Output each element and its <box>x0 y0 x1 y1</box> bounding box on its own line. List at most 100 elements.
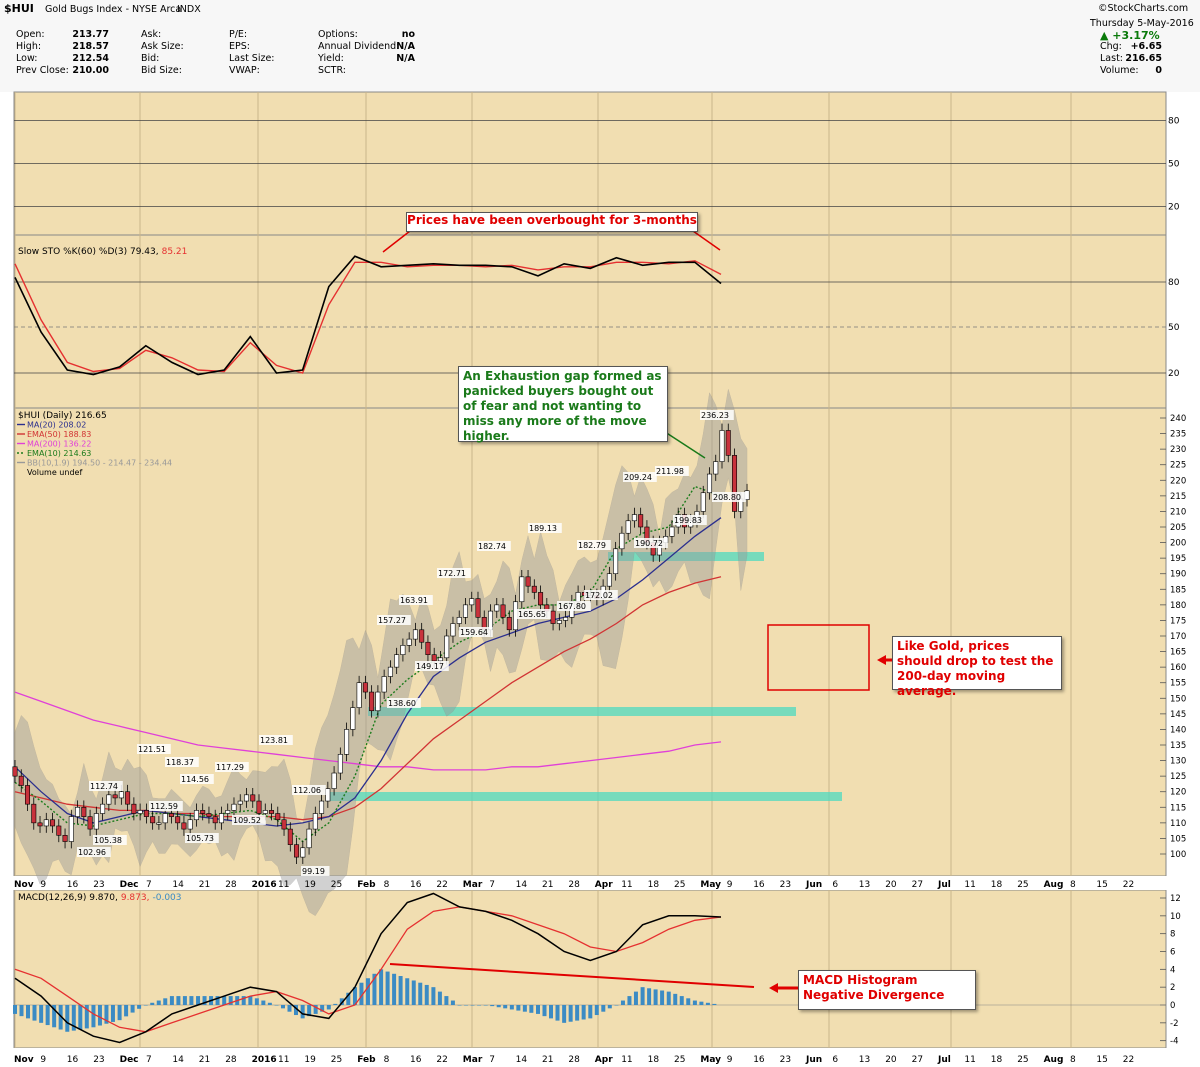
price-label-bg <box>149 801 183 811</box>
macd-hist-bar <box>130 1005 135 1013</box>
price-label: 199.83 <box>674 516 702 525</box>
date-axis-label: 18 <box>648 1055 660 1065</box>
date-axis-label: 15 <box>1096 1055 1107 1065</box>
macd-tick: -4 <box>1170 1037 1178 1047</box>
candle-up <box>218 813 224 824</box>
candle-down <box>143 810 149 817</box>
stat-label: Options: <box>318 29 358 40</box>
macd-hist-bar <box>490 1005 495 1007</box>
price-tick: 150 <box>1170 694 1186 704</box>
price-label: 182.79 <box>578 541 606 550</box>
ma200-target-box <box>767 624 870 691</box>
macd-hist-bar <box>640 987 645 1005</box>
macd-hist-bar <box>692 1000 697 1005</box>
macd-hist-bar <box>601 1005 606 1012</box>
price-tick: 125 <box>1170 772 1186 782</box>
price-label-bg <box>577 540 611 550</box>
date-axis-label: 22 <box>1123 1055 1134 1065</box>
date-axis-label: Mar <box>463 1055 483 1065</box>
candle-up <box>706 473 712 494</box>
date-axis-label: Jun <box>805 880 822 890</box>
overbought-annotation: Prices have been overbought for 3-months <box>406 212 698 232</box>
index-name: Gold Bugs Index - NYSE Arca <box>45 4 182 15</box>
date-axis-label: May <box>700 1055 721 1065</box>
candle-up <box>719 430 725 462</box>
date-axis-label: 22 <box>436 880 447 890</box>
candle-down <box>294 844 300 858</box>
candle-up <box>669 526 675 537</box>
candle-down <box>362 682 368 693</box>
price-label-bg <box>584 590 618 600</box>
macd-hist-bar <box>503 1005 508 1009</box>
macd-hist-bar <box>352 987 357 1005</box>
candle-up <box>137 810 143 814</box>
date-axis-label: 18 <box>991 880 1003 890</box>
candle-down <box>81 806 87 817</box>
stat-label: Ask: <box>141 29 162 40</box>
candle-up <box>406 638 412 646</box>
macd-tick: 8 <box>1170 930 1175 940</box>
macd-hist-bar <box>594 1005 599 1016</box>
candle-down <box>500 604 506 618</box>
date-axis-label: 21 <box>199 880 210 890</box>
stat-label: Last Size: <box>229 53 275 64</box>
stat-label: Last: <box>1100 53 1123 64</box>
date-axis-label: 14 <box>516 880 528 890</box>
date-axis-label: 22 <box>436 1055 447 1065</box>
candle-down <box>281 819 287 830</box>
candle-down <box>150 816 156 824</box>
candle-down <box>287 828 293 845</box>
macd-hist-bar <box>653 989 658 1005</box>
date-axis-label: Aug <box>1044 1055 1064 1065</box>
macd-hist-bar <box>58 1005 63 1030</box>
stat-label: P/E: <box>229 29 248 40</box>
date-axis-label: Jun <box>805 1055 822 1065</box>
date-axis-label: 16 <box>410 880 422 890</box>
candle-up <box>262 810 268 814</box>
price-label: 112.74 <box>90 782 118 791</box>
macd-hist-bar <box>522 1005 527 1012</box>
date-axis-label: 21 <box>542 880 553 890</box>
candle-down <box>62 835 68 842</box>
price-label-bg <box>301 866 330 876</box>
candle-up <box>606 573 612 587</box>
macd-hist-bar <box>143 1005 148 1006</box>
macd-hist-bar <box>339 998 344 1005</box>
macd-hist-bar <box>607 1005 612 1009</box>
price-tick: 220 <box>1170 476 1186 486</box>
macd-hist-bar <box>71 1005 76 1031</box>
macd-hist-bar <box>633 991 638 1005</box>
price-tick: 120 <box>1170 788 1186 798</box>
price-label-bg <box>557 601 591 611</box>
price-label-bg <box>77 847 111 857</box>
price-label-bg <box>623 472 657 482</box>
quote-date: Thursday 5-May-2016 <box>1090 18 1194 29</box>
support-zone <box>368 707 796 716</box>
candle-down <box>25 785 31 805</box>
candle-up <box>444 635 450 659</box>
sto-legend-d: 85.21 <box>162 247 188 257</box>
price-label-bg <box>517 609 551 619</box>
stat-label: Open: <box>16 29 45 40</box>
macd-hist-bar <box>176 996 181 1005</box>
date-axis-label: 16 <box>753 1055 765 1065</box>
candle-down <box>168 813 174 817</box>
macd-hist-bar <box>248 996 253 1005</box>
candle-down <box>419 629 425 643</box>
date-axis-label: 7 <box>489 1055 495 1065</box>
price-tick: 230 <box>1170 445 1186 455</box>
date-axis-label: 28 <box>568 1055 580 1065</box>
macd-hist-bar <box>411 980 416 1005</box>
candle-up <box>187 819 193 830</box>
left-arrow-icon <box>769 983 778 993</box>
macd-hist-bar <box>359 982 364 1005</box>
macd-hist-bar <box>418 982 423 1005</box>
macd-divergence-annotation: MACD Histogram Negative Divergence <box>798 970 976 1010</box>
candle-down <box>725 430 731 456</box>
stat-label: Yield: <box>318 53 344 64</box>
sto-k-line <box>14 255 722 376</box>
price-label: 159.64 <box>460 628 488 637</box>
candle-down <box>550 610 556 624</box>
candle-up <box>231 803 237 811</box>
price-tick: 190 <box>1170 570 1186 580</box>
